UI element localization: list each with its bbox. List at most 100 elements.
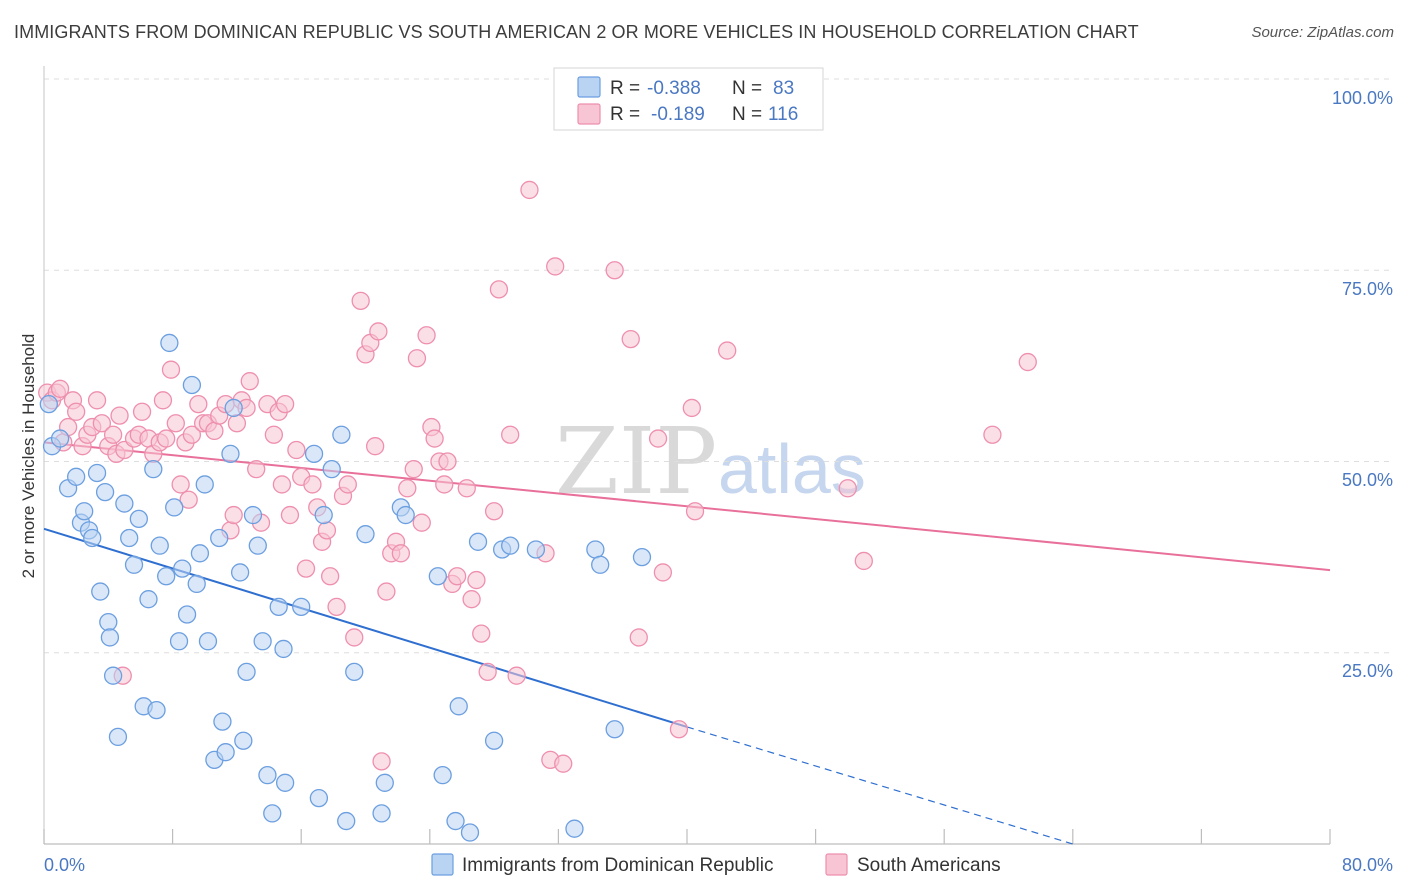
chart-title: IMMIGRANTS FROM DOMINICAN REPUBLIC VS SO… [14, 22, 1139, 42]
point-south-americans [629, 628, 648, 647]
point-south-americans [838, 479, 857, 498]
point-south-americans [67, 402, 86, 421]
point-south-americans [179, 490, 198, 509]
y-axis-label: 2 or more Vehicles in Household [19, 334, 38, 579]
point-south-americans [472, 624, 491, 643]
point-dominican-republic [375, 773, 394, 792]
point-dominican-republic [100, 628, 120, 647]
point-dominican-republic [292, 597, 311, 616]
legend-r-value-pink: -0.189 [651, 104, 705, 125]
point-south-americans [682, 398, 701, 418]
point-dominican-republic [605, 720, 624, 739]
watermark: ZIP atlas [555, 408, 866, 515]
point-south-americans [189, 394, 208, 414]
point-south-americans [296, 559, 316, 578]
point-south-americans [157, 429, 176, 448]
point-dominican-republic [258, 766, 277, 785]
point-dominican-republic [586, 540, 605, 559]
point-dominican-republic [234, 731, 253, 750]
point-dominican-republic [248, 536, 267, 555]
point-south-americans [1018, 352, 1037, 372]
point-south-americans [264, 425, 284, 444]
point-south-americans [501, 425, 520, 444]
legend-n-label: N = [732, 78, 762, 99]
point-south-americans [50, 379, 70, 398]
point-south-americans [224, 505, 243, 525]
point-south-americans [554, 754, 573, 773]
point-south-americans [520, 180, 539, 200]
point-south-americans [372, 752, 391, 771]
point-dominican-republic [182, 375, 202, 395]
point-south-americans [462, 590, 481, 609]
legend-r-label: R = [610, 104, 640, 125]
point-south-americans [317, 521, 337, 540]
point-south-americans [92, 414, 112, 433]
point-south-americans [467, 570, 486, 590]
legend-swatch-blue [577, 76, 601, 98]
source-credit: Source: ZipAtlas.com [1251, 24, 1394, 41]
point-south-americans [605, 261, 624, 280]
point-dominican-republic [243, 505, 263, 525]
trend-line-dominican-republic [43, 527, 688, 728]
point-dominican-republic [195, 475, 214, 494]
point-dominican-republic [304, 444, 324, 464]
legend-n-value-blue: 83 [773, 78, 794, 99]
point-south-americans [391, 544, 411, 563]
point-dominican-republic [39, 394, 58, 414]
point-dominican-republic [237, 662, 256, 682]
point-dominican-republic [115, 494, 134, 513]
point-dominican-republic [120, 528, 139, 548]
point-dominican-republic [591, 555, 610, 574]
point-dominican-republic [87, 463, 107, 483]
x-tick-label-max: 80.0% [1342, 855, 1393, 875]
point-south-americans [417, 326, 436, 345]
legend-r-label: R = [610, 78, 640, 99]
point-dominican-republic [632, 547, 652, 567]
point-south-americans [103, 425, 123, 444]
point-south-americans [369, 322, 388, 341]
point-south-americans [478, 662, 497, 682]
point-dominican-republic [108, 727, 128, 747]
point-south-americans [166, 414, 185, 433]
point-dominican-republic [210, 528, 229, 548]
point-south-americans [489, 280, 509, 299]
point-dominican-republic [216, 743, 235, 762]
legend-n-value-pink: 116 [768, 104, 798, 125]
point-dominican-republic [337, 811, 356, 831]
y-tick-label-100: 100.0% [1332, 88, 1393, 108]
series-legend-swatch-blue [431, 853, 454, 876]
point-dominican-republic [147, 700, 166, 720]
y-tick-label-75: 75.0% [1342, 279, 1393, 299]
point-south-americans [227, 414, 247, 433]
legend-n-label: N = [732, 104, 762, 125]
point-south-americans [404, 459, 423, 479]
point-dominican-republic [198, 632, 218, 651]
point-south-americans [669, 720, 689, 739]
point-dominican-republic [103, 666, 123, 685]
point-south-americans [365, 437, 385, 456]
point-dominican-republic [449, 697, 468, 716]
point-south-americans [435, 475, 454, 494]
point-south-americans [182, 425, 202, 444]
point-south-americans [275, 394, 295, 414]
point-south-americans [153, 391, 173, 410]
trend-line-dominican-republic-extension [686, 726, 1073, 845]
point-dominican-republic [275, 773, 295, 792]
point-dominican-republic [224, 398, 243, 418]
series-legend: Immigrants from Dominican Republic South… [431, 853, 1001, 876]
tick-labels: 0.0% 80.0% 25.0% 50.0% 75.0% 100.0% [44, 88, 1393, 875]
point-south-americans [407, 349, 427, 368]
point-dominican-republic [309, 788, 329, 808]
point-dominican-republic [190, 544, 210, 563]
point-dominican-republic [460, 823, 480, 842]
point-dominican-republic [95, 482, 115, 502]
point-south-americans [546, 257, 565, 276]
point-dominican-republic [356, 525, 375, 544]
point-south-americans [653, 563, 673, 582]
point-dominican-republic [345, 662, 364, 682]
point-dominican-republic [314, 505, 333, 525]
point-dominican-republic [91, 582, 110, 601]
point-dominican-republic [274, 639, 293, 659]
point-dominican-republic [99, 613, 118, 632]
point-south-americans [110, 406, 129, 425]
